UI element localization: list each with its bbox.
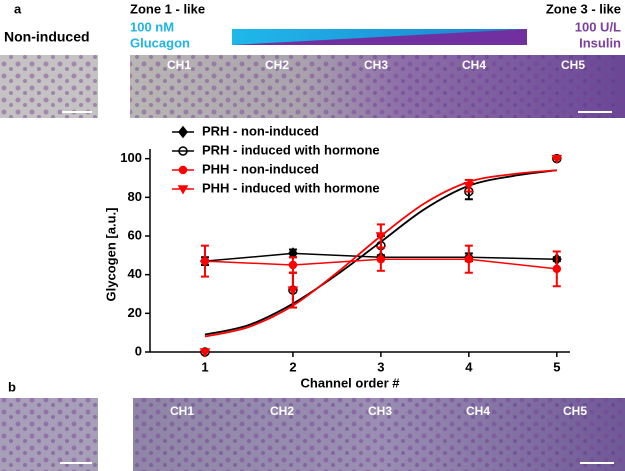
marker <box>287 286 299 296</box>
channel-image-cells <box>130 55 625 118</box>
x-tick-label: 4 <box>465 359 473 374</box>
marker <box>463 181 475 192</box>
x-tick-label: 5 <box>553 359 560 374</box>
marker <box>376 254 386 264</box>
channel-label: CH4 <box>466 404 490 418</box>
zone1-label: Zone 1 - like <box>130 1 205 16</box>
marker <box>464 254 474 264</box>
zone3-drug: Insulin <box>579 35 621 50</box>
legend-label: PHH - non-induced <box>202 161 319 176</box>
y-tick-label: 40 <box>128 266 142 281</box>
zone3-label: Zone 3 - like <box>546 1 621 16</box>
y-tick-label: 60 <box>128 227 142 242</box>
legend-marker <box>177 185 189 195</box>
legend-marker <box>178 125 188 139</box>
control-image-cells <box>0 398 98 471</box>
channel-label: CH5 <box>563 404 587 418</box>
zone3-dose: 100 U/L <box>575 19 621 34</box>
legend-label: PRH - induced with hormone <box>202 142 380 157</box>
x-tick-label: 3 <box>377 359 384 374</box>
marker <box>552 264 562 274</box>
y-tick-label: 80 <box>128 189 142 204</box>
x-tick-label: 1 <box>201 359 208 374</box>
channel-label: CH1 <box>170 404 194 418</box>
channel-label: CH2 <box>265 58 289 72</box>
panel-letter: a <box>14 1 22 16</box>
legend-label: PHH - induced with hormone <box>202 180 380 195</box>
channel-label: CH4 <box>462 58 486 72</box>
marker <box>375 232 387 242</box>
control-label: Non-induced <box>4 29 90 45</box>
channel-label: CH2 <box>270 404 294 418</box>
channel-label: CH3 <box>364 58 388 72</box>
channel-image-cells <box>133 398 625 471</box>
control-image-cells <box>0 55 98 118</box>
marker <box>551 154 563 165</box>
marker <box>288 260 298 270</box>
channel-label: CH1 <box>167 58 191 72</box>
channel-label: CH5 <box>561 58 585 72</box>
marker <box>200 256 210 266</box>
y-tick-label: 100 <box>120 150 142 165</box>
x-tick-label: 2 <box>289 359 296 374</box>
y-tick-label: 0 <box>135 343 142 358</box>
legend-label: PRH - non-induced <box>202 123 319 138</box>
y-axis-label: Glycogen [a.u.] <box>103 208 118 302</box>
x-axis-label: Channel order # <box>301 375 401 390</box>
gradient-wedge <box>232 29 527 45</box>
panel-letter: b <box>8 379 16 394</box>
channel-label: CH3 <box>368 404 392 418</box>
y-tick-label: 20 <box>128 305 142 320</box>
zone1-drug: Glucagon <box>130 35 190 50</box>
marker <box>199 348 211 358</box>
zone1-dose: 100 nM <box>130 19 174 34</box>
legend-marker <box>178 146 188 156</box>
legend-marker <box>178 165 188 175</box>
